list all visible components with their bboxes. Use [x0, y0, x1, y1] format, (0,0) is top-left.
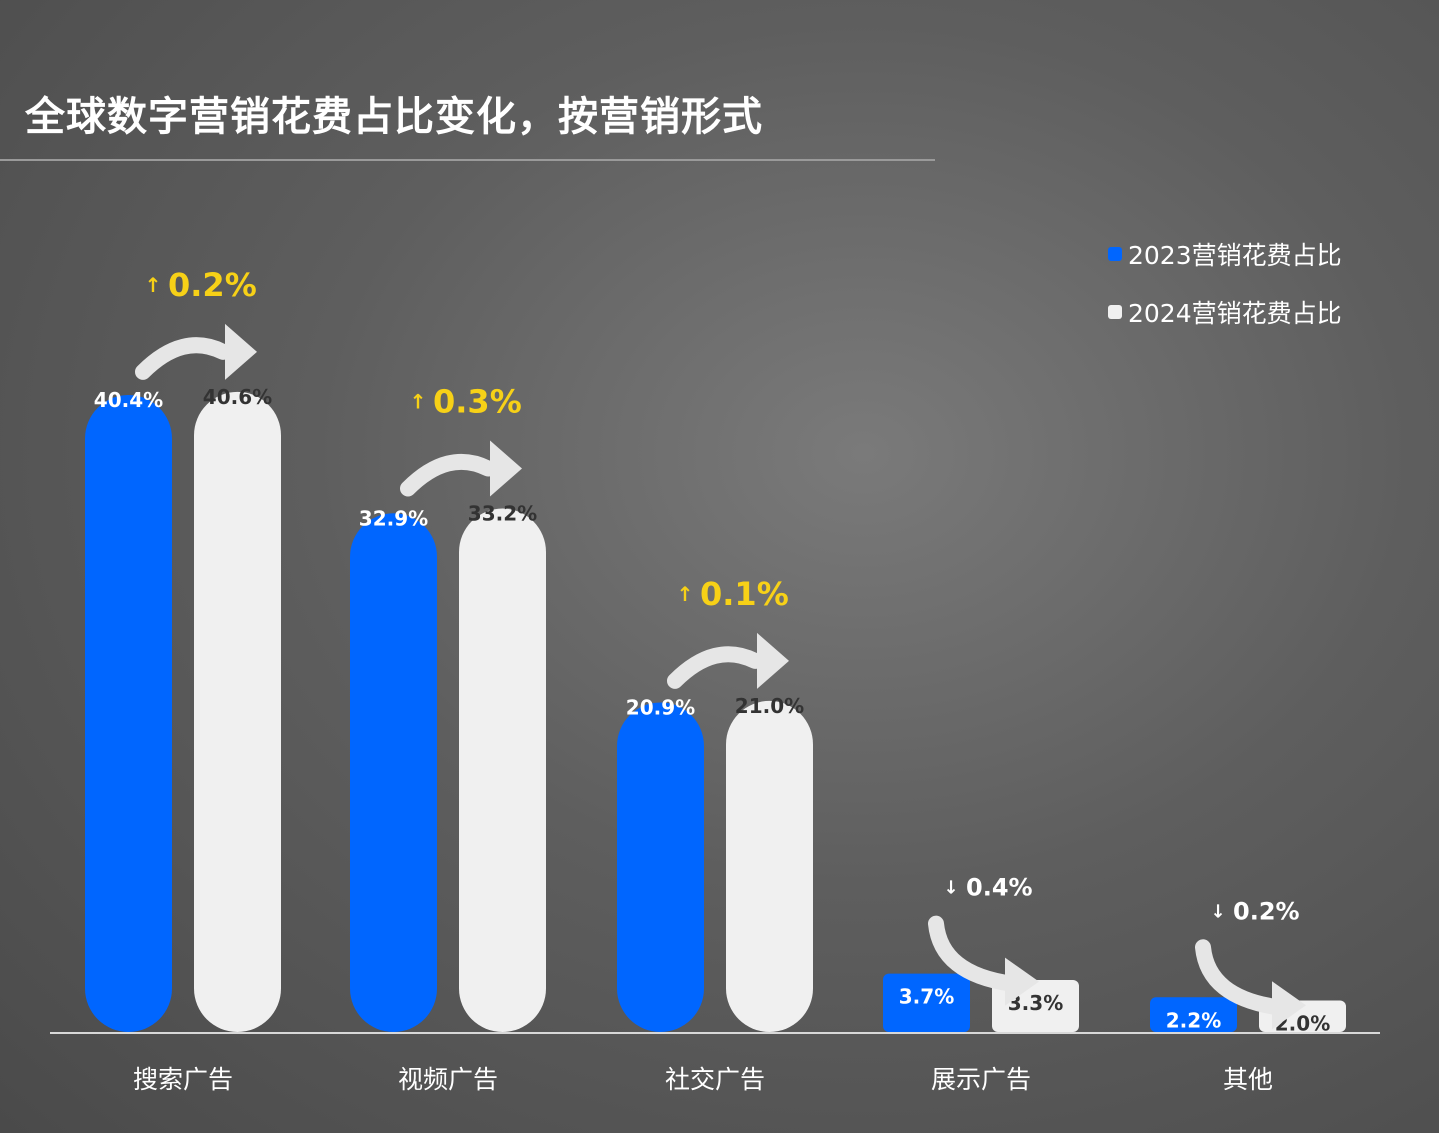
bar-value-label: 33.2%: [468, 502, 537, 526]
curved-arrow-icon: [928, 915, 1019, 992]
legend-label-2023: 2023营销花费占比: [1128, 241, 1342, 270]
bar-value-label: 21.0%: [735, 694, 804, 718]
up-arrow-icon: ↑: [145, 273, 162, 297]
legend-swatch-2023: [1108, 247, 1122, 261]
category-label: 视频广告: [398, 1065, 498, 1094]
bar-2024: [194, 391, 281, 1032]
change-label: 0.2%: [1233, 897, 1300, 925]
bar-value-label: 3.7%: [899, 985, 954, 1009]
bar-2023: [1150, 997, 1237, 1032]
up-arrow-icon: ↑: [677, 582, 694, 606]
bar-value-label: 20.9%: [626, 695, 695, 719]
bar-2023: [883, 973, 970, 1032]
bar-value-label: 40.6%: [203, 385, 272, 409]
bar-2023: [617, 702, 704, 1032]
bar-value-label: 2.2%: [1166, 1008, 1221, 1032]
arrow-head-icon: [1272, 981, 1306, 1030]
chart-title: 全球数字营销花费占比变化，按营销形式: [25, 94, 763, 140]
curved-arrow-icon: [667, 646, 763, 689]
arrow-head-icon: [225, 323, 257, 380]
arrow-head-icon: [757, 632, 789, 689]
bar-value-label: 32.9%: [359, 506, 428, 530]
change-label: 0.4%: [966, 874, 1033, 902]
curved-arrow-icon: [135, 337, 231, 380]
legend-swatch-2024: [1108, 305, 1122, 319]
bar-2023: [350, 513, 437, 1032]
curved-arrow-icon: [400, 453, 496, 497]
category-label: 搜索广告: [133, 1065, 233, 1094]
bar-value-label: 40.4%: [94, 388, 163, 412]
title-divider: [0, 159, 935, 161]
category-label: 其他: [1223, 1065, 1273, 1094]
down-arrow-icon: ↓: [1210, 901, 1225, 922]
up-arrow-icon: ↑: [410, 390, 427, 414]
arrow-head-icon: [1005, 957, 1039, 1006]
legend-item-2023: 2023营销花费占比: [1108, 236, 1342, 272]
legend-item-2024: 2024营销花费占比: [1108, 294, 1342, 330]
change-label: 0.3%: [433, 383, 522, 421]
bar-2024: [459, 508, 546, 1032]
bar-2024: [726, 700, 813, 1032]
change-label: 0.1%: [700, 575, 789, 613]
arrow-head-icon: [490, 440, 522, 497]
bar-2023: [85, 395, 172, 1032]
category-label: 展示广告: [931, 1065, 1031, 1094]
curved-arrow-icon: [1195, 939, 1286, 1016]
legend-label-2024: 2024营销花费占比: [1128, 299, 1342, 328]
category-label: 社交广告: [665, 1065, 765, 1094]
down-arrow-icon: ↓: [943, 878, 958, 899]
change-label: 0.2%: [168, 266, 257, 304]
